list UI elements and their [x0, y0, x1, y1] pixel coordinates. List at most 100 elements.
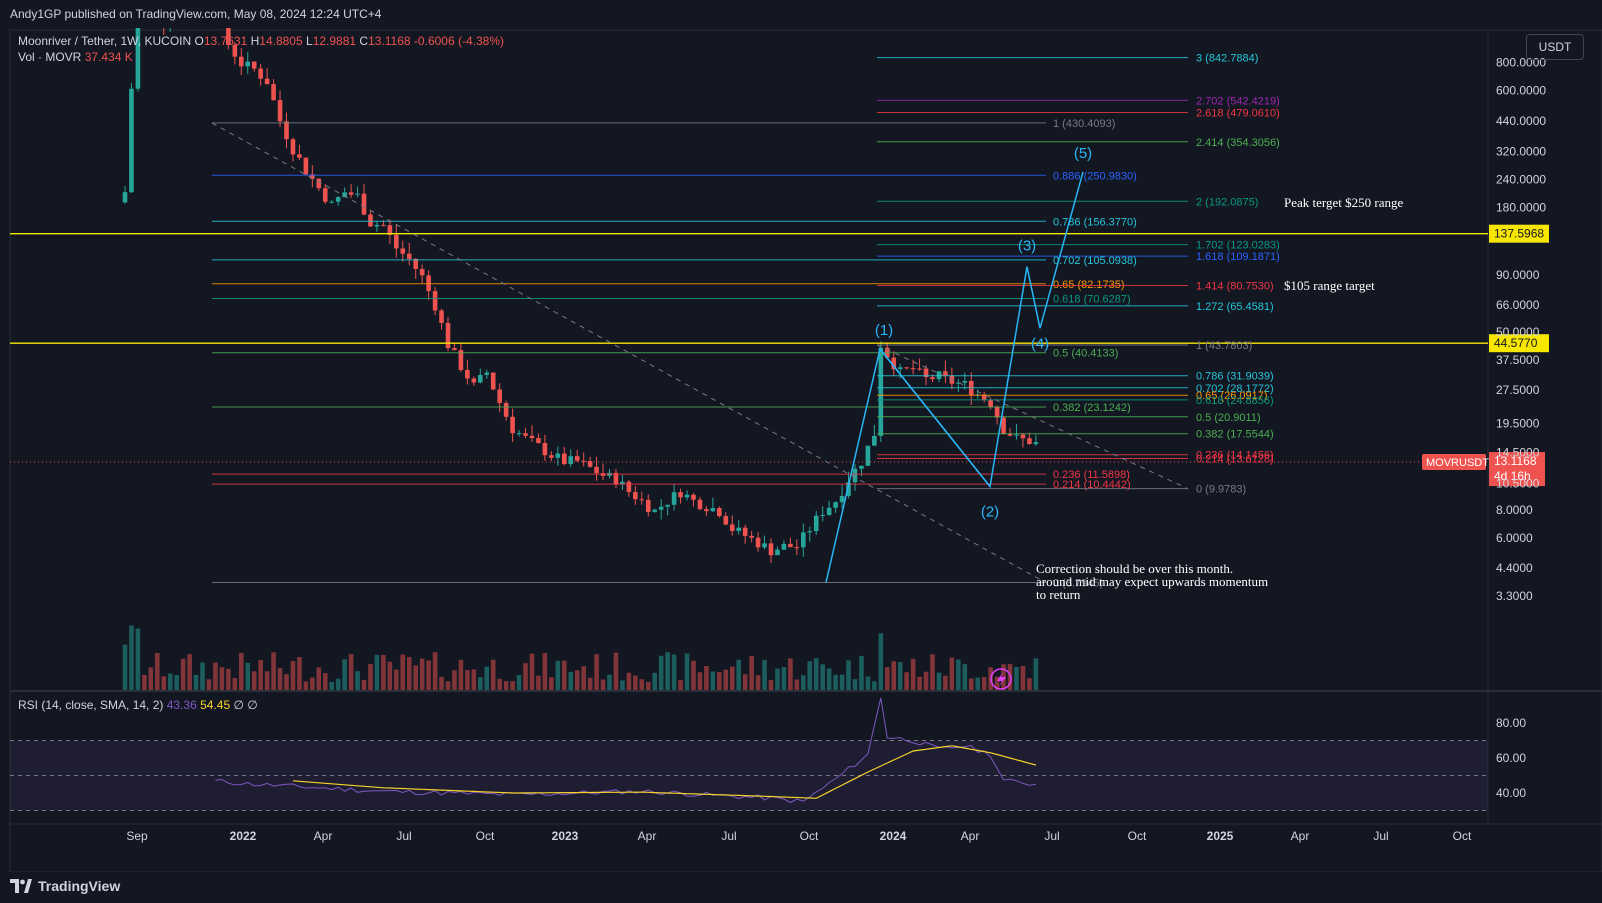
candle-body [956, 382, 961, 384]
price-tick-label: 600.0000 [1496, 84, 1546, 98]
candle-body [852, 468, 858, 483]
candle-body [620, 481, 625, 485]
low-value: 12.9881 [313, 34, 357, 48]
volume-bar [781, 667, 787, 690]
candle-body [742, 527, 748, 536]
candle-body [484, 372, 490, 375]
volume-bar [297, 657, 302, 690]
candle-body [936, 371, 942, 380]
annotation-text: Peak terget $250 range [1284, 195, 1403, 210]
price-value: 13.1168 [1494, 454, 1537, 468]
volume-bar [697, 672, 703, 690]
volume-bar [206, 679, 212, 690]
volume-bar [445, 681, 451, 690]
price-tick-label: 320.0000 [1496, 145, 1546, 159]
volume-bar [581, 666, 586, 690]
wave-path [825, 171, 1084, 583]
volume-bar [277, 667, 283, 690]
low-label: L [306, 34, 313, 48]
volume-bar [878, 633, 884, 690]
candle-body [458, 350, 464, 370]
volume-bar [251, 671, 257, 690]
fib-level-label: 2.414 (354.3056) [1196, 137, 1280, 149]
rsi-tick-label: 40.00 [1496, 786, 1526, 800]
price-tick-label: 440.0000 [1496, 114, 1546, 128]
wave-label: (2) [981, 503, 999, 520]
volume-bar [374, 654, 380, 690]
candle-body [561, 453, 567, 465]
candle-body [122, 192, 128, 203]
candle-body [129, 88, 134, 193]
volume-bar [775, 668, 780, 690]
candle-body [678, 492, 683, 498]
volume-bar [710, 671, 716, 690]
fib-level-label: 0.786 (156.3770) [1053, 216, 1137, 228]
wave-label: (3) [1018, 238, 1036, 255]
candle-body [613, 472, 619, 485]
volume-bar [755, 675, 761, 690]
lightning-icon [990, 668, 1012, 690]
candle-body [833, 502, 838, 508]
candle-body [704, 509, 709, 512]
price-tick-label: 14.5000 [1496, 445, 1540, 459]
time-tick-label: Apr [314, 829, 333, 843]
candle-body [523, 433, 528, 436]
candle-body [452, 348, 457, 351]
fib-level-label: 0.65 (26.0917) [1196, 390, 1268, 402]
candle-body [988, 399, 993, 407]
wave-label: (1) [875, 322, 893, 339]
candle-body [251, 61, 257, 69]
candle-body [290, 139, 296, 155]
volume-bar [994, 676, 1000, 690]
volume-bar [865, 676, 871, 690]
candle-body [807, 531, 813, 533]
tradingview-logo[interactable]: TradingView [10, 878, 120, 894]
candle-body [478, 374, 483, 383]
publisher-bar: Andy1GP published on TradingView.com, Ma… [0, 0, 1602, 28]
fib-level-label: 2.618 (479.0610) [1196, 108, 1280, 120]
candle-body [497, 389, 502, 404]
price-tick-label: 240.0000 [1496, 173, 1546, 187]
candle-body [917, 368, 922, 370]
change-value: -0.6006 (-4.38%) [414, 34, 504, 48]
candle-body [387, 225, 393, 235]
candle-body [490, 372, 496, 390]
candle-body [264, 78, 270, 85]
candle-body [232, 44, 238, 57]
volume-bar [936, 672, 942, 690]
close-value: 13.1168 [368, 34, 411, 48]
volume-bar [742, 674, 748, 690]
volume-bar [465, 670, 470, 690]
annotation-text: Correction should be over this month. [1036, 561, 1233, 576]
candle-body [839, 495, 845, 503]
candle-body [891, 357, 897, 370]
candle-body [374, 224, 380, 227]
volume-bar [788, 658, 793, 690]
currency-button[interactable]: USDT [1526, 34, 1584, 60]
volume-bar [394, 669, 399, 690]
fib-level-label: 0.236 (14.1456) [1196, 450, 1274, 462]
price-pane-bg [10, 30, 1488, 690]
tradingview-logo-icon [10, 879, 32, 893]
volume-bar [419, 658, 425, 690]
trendline-macro [211, 122, 1047, 584]
volume-bar [310, 677, 315, 690]
volume-bar [975, 677, 981, 690]
volume-bar [542, 653, 548, 690]
candle-body [310, 174, 315, 179]
volume-bar [820, 664, 825, 690]
volume-bar [187, 654, 192, 690]
candle-body [658, 506, 664, 510]
volume-bar [839, 674, 845, 690]
volume-bar [413, 665, 418, 690]
rsi-tick-label: 80.00 [1496, 716, 1526, 730]
volume-bar [510, 681, 515, 690]
candle-body [277, 100, 283, 122]
candle-body [529, 435, 535, 439]
fib-level-label: 0.65 (82.1735) [1053, 279, 1125, 291]
candle-body [943, 371, 948, 376]
volume-bar [852, 679, 858, 690]
volume-bar [826, 668, 832, 690]
fib-level-label: 0.214 (10.4442) [1053, 479, 1131, 491]
